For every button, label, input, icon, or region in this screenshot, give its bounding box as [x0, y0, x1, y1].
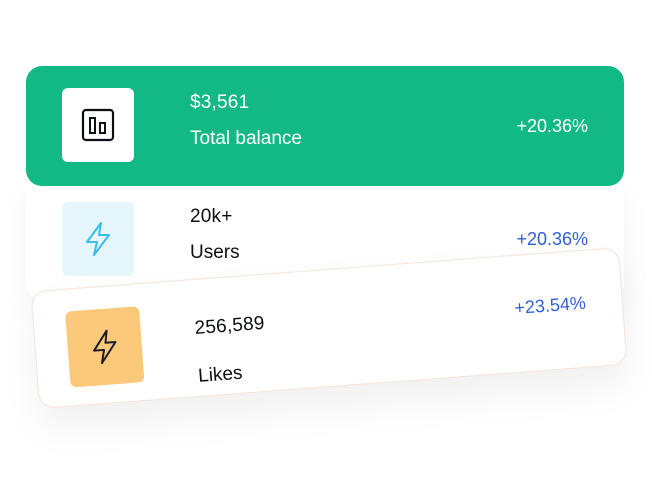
lightning-icon: [93, 329, 117, 365]
balance-value: $3,561: [190, 92, 250, 113]
users-label: Users: [190, 242, 240, 263]
balance-icon-box: [62, 88, 134, 162]
likes-card: 256,589 Likes +23.54%: [30, 247, 628, 409]
users-change: +20.36%: [516, 229, 588, 249]
users-icon-box: [62, 202, 134, 276]
likes-change: +23.54%: [513, 292, 587, 319]
users-value: 20k+: [190, 206, 233, 227]
total-balance-card: $3,561 Total balance +20.36%: [26, 66, 624, 186]
likes-label: Likes: [197, 362, 244, 387]
likes-icon-box: [65, 306, 145, 388]
lightning-icon: [86, 222, 110, 256]
likes-value: 256,589: [193, 312, 266, 340]
bar-chart-icon: [81, 108, 115, 142]
balance-change: +20.36%: [516, 116, 588, 136]
balance-label: Total balance: [190, 128, 302, 149]
